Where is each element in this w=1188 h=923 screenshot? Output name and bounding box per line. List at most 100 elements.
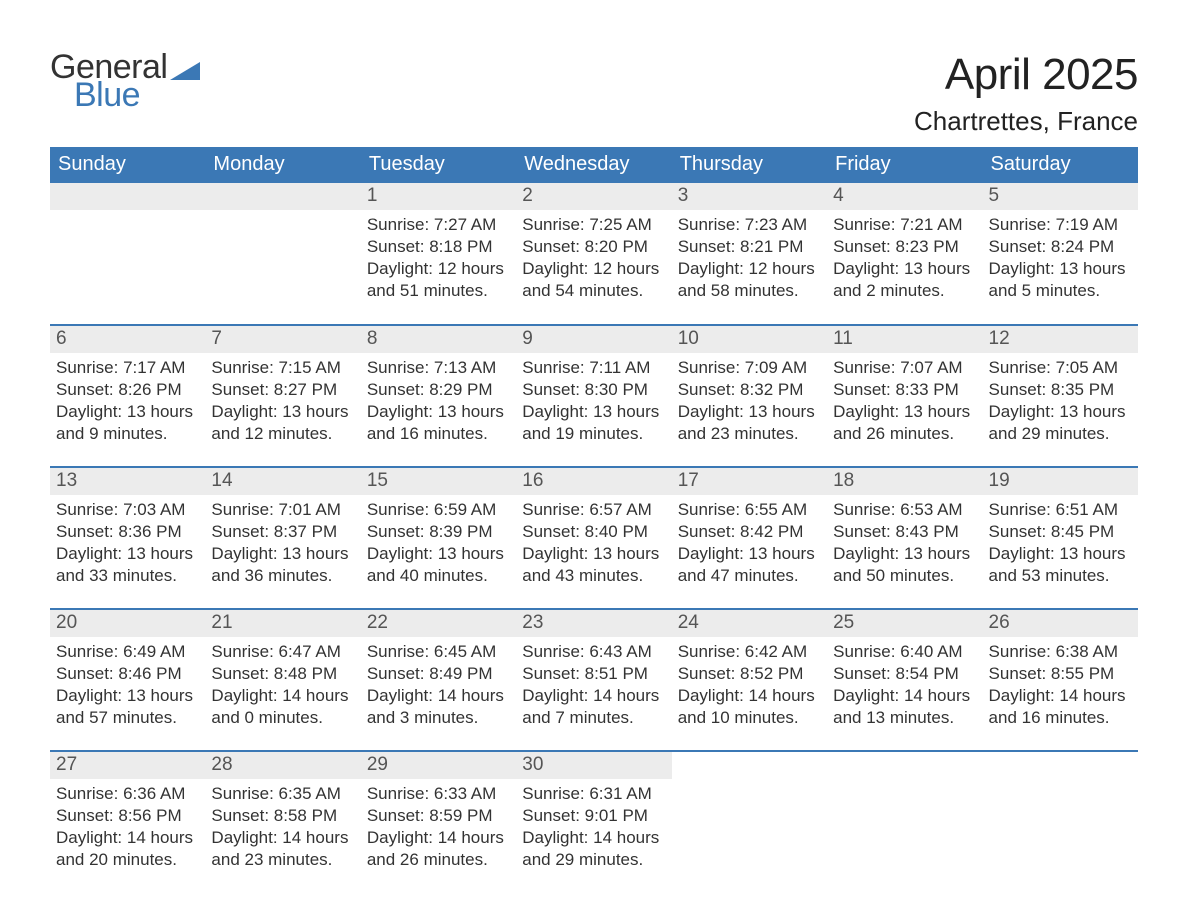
daylight-line: Daylight: 13 hours and 26 minutes. <box>833 401 976 445</box>
daylight-line: Daylight: 14 hours and 7 minutes. <box>522 685 665 729</box>
calendar-cell: 24Sunrise: 6:42 AMSunset: 8:52 PMDayligh… <box>672 609 827 751</box>
calendar-cell: 13 Sunrise: 7:03 AMSunset: 8:36 PMDayligh… <box>50 467 205 609</box>
day-number: 6 <box>50 326 205 353</box>
day-body: Sunrise: 6:35 AMSunset: 8:58 PMDaylight:… <box>205 779 360 881</box>
sunrise-line: Sunrise: 7:17 AM <box>56 357 199 379</box>
day-number: 21 <box>205 610 360 637</box>
calendar-cell: 29Sunrise: 6:33 AMSunset: 8:59 PMDayligh… <box>361 751 516 893</box>
daylight-line: Daylight: 13 hours and 33 minutes. <box>56 543 199 587</box>
calendar-cell <box>50 183 205 325</box>
weekday-header: Sunday <box>50 147 205 183</box>
sunrise-line: Sunrise: 7:21 AM <box>833 214 976 236</box>
daylight-line: Daylight: 13 hours and 57 minutes. <box>56 685 199 729</box>
day-number: 12 <box>983 326 1138 353</box>
weekday-header: Thursday <box>672 147 827 183</box>
calendar-cell: 4Sunrise: 7:21 AMSunset: 8:23 PMDaylight… <box>827 183 982 325</box>
day-body: Sunrise: 7:01 AMSunset: 8:37 PMDaylight:… <box>205 495 360 597</box>
sunset-line: Sunset: 8:39 PM <box>367 521 510 543</box>
daylight-line: Daylight: 14 hours and 26 minutes. <box>367 827 510 871</box>
sunset-line: Sunset: 8:49 PM <box>367 663 510 685</box>
daylight-line: Daylight: 13 hours and 9 minutes. <box>56 401 199 445</box>
calendar-cell: 17Sunrise: 6:55 AMSunset: 8:42 PMDayligh… <box>672 467 827 609</box>
calendar-cell: 26Sunrise: 6:38 AMSunset: 8:55 PMDayligh… <box>983 609 1138 751</box>
calendar-page: General Blue April 2025 Chartrettes, Fra… <box>0 0 1188 923</box>
calendar-cell: 20Sunrise: 6:49 AMSunset: 8:46 PMDayligh… <box>50 609 205 751</box>
day-body: Sunrise: 6:47 AMSunset: 8:48 PMDaylight:… <box>205 637 360 739</box>
calendar-cell <box>205 183 360 325</box>
day-number: 10 <box>672 326 827 353</box>
sunset-line: Sunset: 8:21 PM <box>678 236 821 258</box>
calendar-week-row: 6Sunrise: 7:17 AMSunset: 8:26 PMDaylight… <box>50 325 1138 467</box>
sunrise-line: Sunrise: 7:03 AM <box>56 499 199 521</box>
sunrise-line: Sunrise: 6:35 AM <box>211 783 354 805</box>
sunset-line: Sunset: 8:48 PM <box>211 663 354 685</box>
sunrise-line: Sunrise: 6:36 AM <box>56 783 199 805</box>
sunset-line: Sunset: 8:32 PM <box>678 379 821 401</box>
calendar-cell: 6Sunrise: 7:17 AMSunset: 8:26 PMDaylight… <box>50 325 205 467</box>
daylight-line: Daylight: 13 hours and 2 minutes. <box>833 258 976 302</box>
calendar-cell: 8Sunrise: 7:13 AMSunset: 8:29 PMDaylight… <box>361 325 516 467</box>
calendar-week-row: 27Sunrise: 6:36 AMSunset: 8:56 PMDayligh… <box>50 751 1138 893</box>
day-body: Sunrise: 7:09 AMSunset: 8:32 PMDaylight:… <box>672 353 827 455</box>
sunset-line: Sunset: 8:20 PM <box>522 236 665 258</box>
day-body: Sunrise: 7:21 AMSunset: 8:23 PMDaylight:… <box>827 210 982 312</box>
sunrise-line: Sunrise: 6:33 AM <box>367 783 510 805</box>
weekday-header: Saturday <box>983 147 1138 183</box>
day-body: Sunrise: 7:07 AMSunset: 8:33 PMDaylight:… <box>827 353 982 455</box>
day-number: 13 <box>50 468 205 495</box>
sunrise-line: Sunrise: 6:51 AM <box>989 499 1132 521</box>
daylight-line: Daylight: 12 hours and 58 minutes. <box>678 258 821 302</box>
day-body: Sunrise: 7:11 AMSunset: 8:30 PMDaylight:… <box>516 353 671 455</box>
daylight-line: Daylight: 14 hours and 29 minutes. <box>522 827 665 871</box>
day-body: Sunrise: 7:05 AMSunset: 8:35 PMDaylight:… <box>983 353 1138 455</box>
day-body: Sunrise: 6:45 AMSunset: 8:49 PMDaylight:… <box>361 637 516 739</box>
day-body: Sunrise: 7:15 AMSunset: 8:27 PMDaylight:… <box>205 353 360 455</box>
calendar-cell: 5Sunrise: 7:19 AMSunset: 8:24 PMDaylight… <box>983 183 1138 325</box>
daylight-line: Daylight: 13 hours and 36 minutes. <box>211 543 354 587</box>
calendar-cell: 22Sunrise: 6:45 AMSunset: 8:49 PMDayligh… <box>361 609 516 751</box>
calendar-cell: 1Sunrise: 7:27 AMSunset: 8:18 PMDaylight… <box>361 183 516 325</box>
daylight-line: Daylight: 13 hours and 12 minutes. <box>211 401 354 445</box>
sunrise-line: Sunrise: 7:27 AM <box>367 214 510 236</box>
day-number: 30 <box>516 752 671 779</box>
daylight-line: Daylight: 13 hours and 19 minutes. <box>522 401 665 445</box>
day-number: 11 <box>827 326 982 353</box>
day-number: 9 <box>516 326 671 353</box>
header: General Blue April 2025 Chartrettes, Fra… <box>50 50 1138 137</box>
calendar-cell: 19Sunrise: 6:51 AMSunset: 8:45 PMDayligh… <box>983 467 1138 609</box>
day-body: Sunrise: 6:40 AMSunset: 8:54 PMDaylight:… <box>827 637 982 739</box>
day-body: Sunrise: 6:53 AMSunset: 8:43 PMDaylight:… <box>827 495 982 597</box>
daylight-line: Daylight: 13 hours and 50 minutes. <box>833 543 976 587</box>
sunset-line: Sunset: 8:45 PM <box>989 521 1132 543</box>
calendar-cell: 10Sunrise: 7:09 AMSunset: 8:32 PMDayligh… <box>672 325 827 467</box>
sunrise-line: Sunrise: 7:05 AM <box>989 357 1132 379</box>
sunrise-line: Sunrise: 6:49 AM <box>56 641 199 663</box>
day-body: Sunrise: 7:23 AMSunset: 8:21 PMDaylight:… <box>672 210 827 312</box>
day-body: Sunrise: 7:19 AMSunset: 8:24 PMDaylight:… <box>983 210 1138 312</box>
sunset-line: Sunset: 8:55 PM <box>989 663 1132 685</box>
weekday-header: Wednesday <box>516 147 671 183</box>
sunrise-line: Sunrise: 6:53 AM <box>833 499 976 521</box>
day-number: 28 <box>205 752 360 779</box>
sunset-line: Sunset: 8:27 PM <box>211 379 354 401</box>
sunset-line: Sunset: 8:18 PM <box>367 236 510 258</box>
sunset-line: Sunset: 8:23 PM <box>833 236 976 258</box>
sunset-line: Sunset: 8:36 PM <box>56 521 199 543</box>
sunset-line: Sunset: 8:59 PM <box>367 805 510 827</box>
daylight-line: Daylight: 14 hours and 23 minutes. <box>211 827 354 871</box>
sunrise-line: Sunrise: 6:43 AM <box>522 641 665 663</box>
daylight-line: Daylight: 13 hours and 23 minutes. <box>678 401 821 445</box>
calendar-cell: 18Sunrise: 6:53 AMSunset: 8:43 PMDayligh… <box>827 467 982 609</box>
sunrise-line: Sunrise: 7:19 AM <box>989 214 1132 236</box>
sunset-line: Sunset: 8:46 PM <box>56 663 199 685</box>
calendar-cell <box>672 751 827 893</box>
sunrise-line: Sunrise: 7:23 AM <box>678 214 821 236</box>
logo-text-blue: Blue <box>74 78 200 112</box>
calendar-cell: 15Sunrise: 6:59 AMSunset: 8:39 PMDayligh… <box>361 467 516 609</box>
sunrise-line: Sunrise: 7:01 AM <box>211 499 354 521</box>
calendar-week-row: 1Sunrise: 7:27 AMSunset: 8:18 PMDaylight… <box>50 183 1138 325</box>
day-number: 27 <box>50 752 205 779</box>
calendar-cell: 9Sunrise: 7:11 AMSunset: 8:30 PMDaylight… <box>516 325 671 467</box>
calendar-cell <box>983 751 1138 893</box>
sunset-line: Sunset: 8:42 PM <box>678 521 821 543</box>
